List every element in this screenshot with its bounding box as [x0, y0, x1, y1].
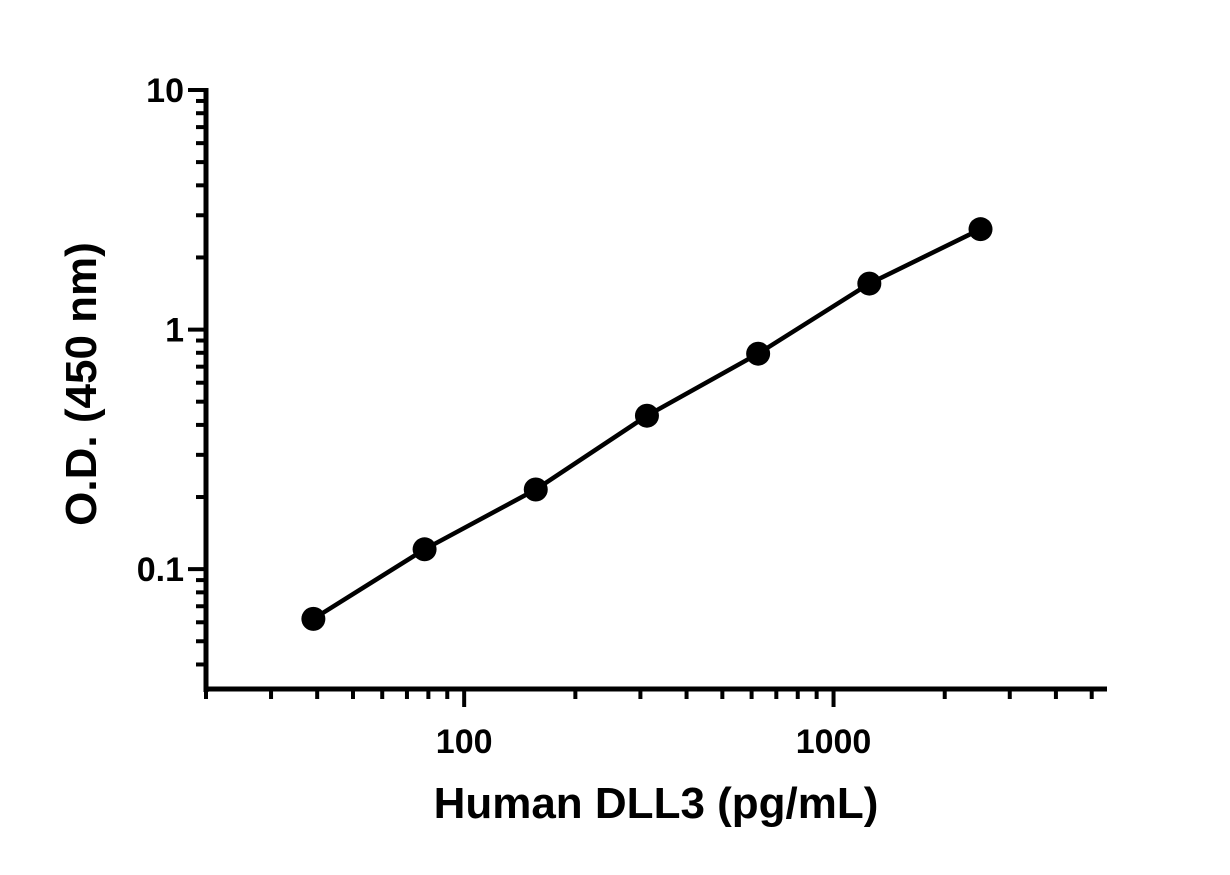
y-tick-label: 0.1: [137, 551, 184, 589]
data-point: [746, 341, 771, 366]
y-axis-title: O.D. (450 nm): [57, 242, 106, 526]
data-point: [634, 403, 659, 428]
labels: Human DLL3 (pg/mL) O.D. (450 nm) 0.1 1 10 1…: [57, 72, 878, 828]
data-point: [523, 477, 548, 502]
x-tick-label: 1000: [796, 723, 872, 761]
data-point: [968, 217, 993, 242]
data-point: [301, 606, 326, 631]
y-tick-label: 1: [165, 312, 184, 350]
data-point: [857, 271, 882, 296]
data-layer: [301, 217, 993, 631]
x-tick-label: 100: [436, 723, 493, 761]
x-axis-title: Human DLL3 (pg/mL): [434, 779, 879, 828]
data-point: [412, 537, 437, 562]
axes: [188, 88, 1107, 707]
y-tick-label: 10: [146, 72, 184, 110]
